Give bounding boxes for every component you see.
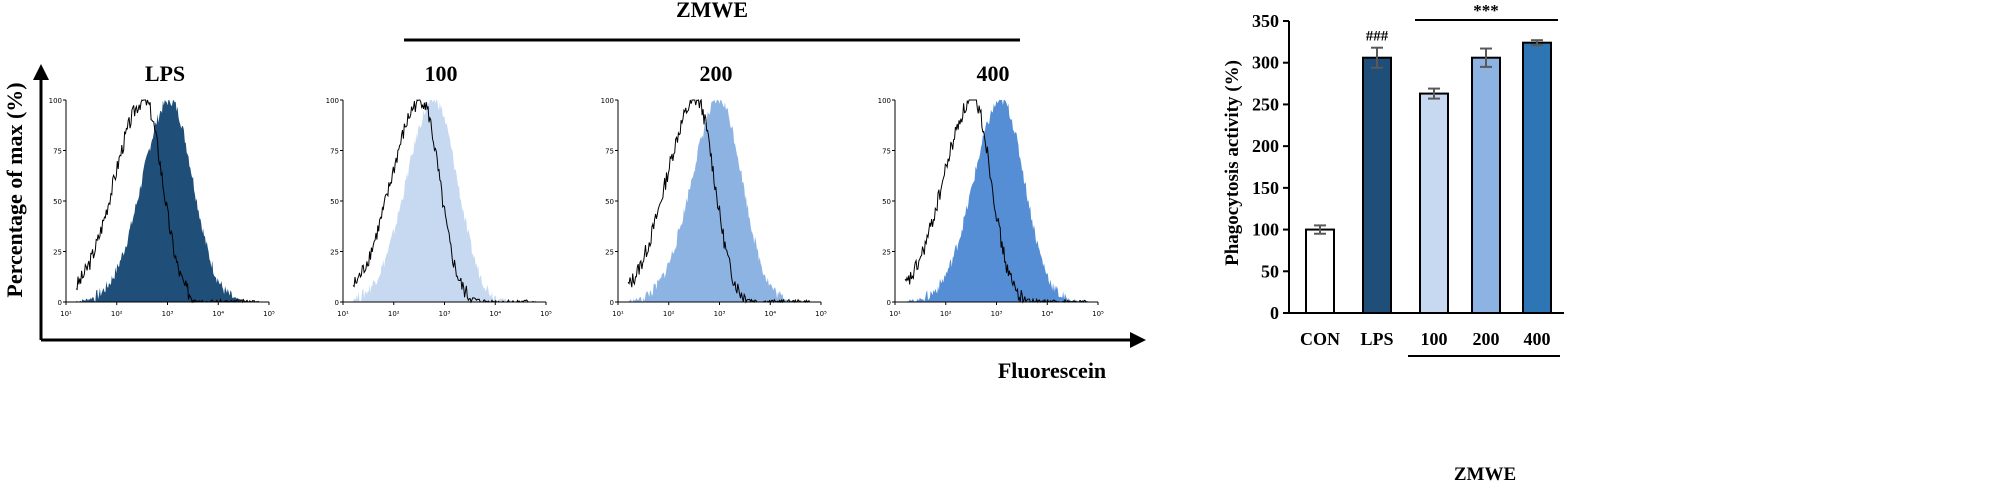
panel-y-tick-label: 50	[330, 198, 339, 206]
panel-y-tick-label: 75	[605, 148, 614, 156]
bar-y-tick-label: 300	[1252, 53, 1279, 73]
bar-category-label: 100	[1421, 329, 1448, 349]
bar-category-label: 400	[1524, 329, 1551, 349]
panel-x-tick-label: 10³	[439, 310, 451, 318]
significance-label: ***	[1473, 1, 1499, 20]
sample-histogram	[353, 100, 536, 302]
bar-y-tick-label: 350	[1252, 11, 1279, 31]
panel-x-tick-label: 10²	[388, 310, 400, 318]
main-x-axis-arrow	[1130, 332, 1146, 348]
sample-histogram	[905, 100, 1088, 302]
bar	[1419, 92, 1449, 314]
y-axis-title: Percentage of max (%)	[2, 82, 27, 297]
bar-chart: Phagocytosis activity (%) ZMWE 0 50 100 150…	[1222, 1, 1564, 485]
bar-y-tick-label: 0	[1270, 303, 1279, 323]
panel-x-tick-label: 10⁵	[1092, 310, 1104, 318]
panel-y-tick-label: 75	[882, 148, 891, 156]
sample-histogram	[76, 100, 259, 302]
histogram-panel: LPS 0 25 50 75 100 10¹ 10² 10³ 10⁴ 10⁵	[49, 61, 275, 318]
panel-x-tick-label: 10⁵	[815, 310, 827, 318]
panel-y-tick-label: 50	[605, 198, 614, 206]
panel-x-tick-label: 10¹	[889, 310, 901, 318]
bar	[1522, 41, 1552, 314]
bar-category-label: LPS	[1360, 329, 1393, 349]
panel-y-tick-label: 100	[49, 97, 62, 105]
panel-y-tick-label: 100	[601, 97, 614, 105]
bar-y-tick-label: 200	[1252, 136, 1279, 156]
histogram-panel-label: 200	[700, 61, 733, 86]
main-y-axis-arrow	[33, 64, 49, 80]
bar	[1471, 56, 1501, 314]
panel-x-tick-label: 10⁴	[764, 310, 776, 318]
panel-y-tick-label: 0	[58, 299, 62, 307]
panel-x-tick-label: 10⁵	[540, 310, 552, 318]
panel-x-tick-label: 10⁵	[263, 310, 275, 318]
bar	[1362, 56, 1392, 314]
panel-x-tick-label: 10⁴	[212, 310, 224, 318]
bar-y-tick-label: 150	[1252, 178, 1279, 198]
bar-y-tick-label: 100	[1252, 220, 1279, 240]
panel-x-tick-label: 10²	[663, 310, 675, 318]
bar-chart-group-label: ZMWE	[1454, 464, 1516, 485]
panel-y-tick-label: 100	[326, 97, 339, 105]
panel-y-tick-label: 0	[335, 299, 339, 307]
panel-x-tick-label: 10²	[111, 310, 123, 318]
histogram-panel-label: LPS	[145, 61, 185, 86]
panel-y-tick-label: 25	[882, 249, 891, 257]
sample-histogram	[628, 100, 811, 302]
panel-x-tick-label: 10³	[714, 310, 726, 318]
control-histogram	[627, 98, 811, 304]
panel-y-tick-label: 0	[610, 299, 614, 307]
panel-x-tick-label: 10³	[991, 310, 1003, 318]
panel-y-tick-label: 25	[53, 249, 62, 257]
panel-x-tick-label: 10¹	[337, 310, 349, 318]
bar-chart-y-label: Phagocytosis activity (%)	[1222, 60, 1243, 266]
panel-y-tick-label: 25	[605, 249, 614, 257]
panel-y-tick-label: 50	[53, 198, 62, 206]
panel-x-tick-label: 10²	[940, 310, 952, 318]
group-label-top: ZMWE	[676, 0, 748, 22]
bar-y-tick-label: 250	[1252, 94, 1279, 114]
bar	[1305, 228, 1335, 314]
panel-y-tick-label: 75	[53, 148, 62, 156]
panel-y-tick-label: 75	[330, 148, 339, 156]
bar-y-tick-label: 50	[1261, 261, 1279, 281]
panel-x-tick-label: 10¹	[612, 310, 624, 318]
histogram-panel: 100 0 25 50 75 100 10¹ 10² 10³ 10⁴ 10⁵	[326, 61, 552, 318]
panel-y-tick-label: 25	[330, 249, 339, 257]
histogram-panel-label: 100	[425, 61, 458, 86]
panel-x-tick-label: 10¹	[60, 310, 72, 318]
panel-y-tick-label: 0	[887, 299, 891, 307]
panel-x-tick-label: 10⁴	[489, 310, 501, 318]
bar-category-label: 200	[1473, 329, 1500, 349]
x-axis-title: Fluorescein	[998, 358, 1106, 383]
panel-x-tick-label: 10³	[162, 310, 174, 318]
histogram-panel-label: 400	[977, 61, 1010, 86]
panel-y-tick-label: 100	[878, 97, 891, 105]
panel-x-tick-label: 10⁴	[1041, 310, 1053, 318]
bar-category-label: CON	[1300, 329, 1340, 349]
bar-annotation: ###	[1366, 29, 1389, 45]
histogram-panel: 400 0 25 50 75 100 10¹ 10² 10³ 10⁴ 10⁵	[878, 61, 1104, 318]
panel-y-tick-label: 50	[882, 198, 891, 206]
histogram-panel: 200 0 25 50 75 100 10¹ 10² 10³ 10⁴ 10⁵	[601, 61, 827, 318]
